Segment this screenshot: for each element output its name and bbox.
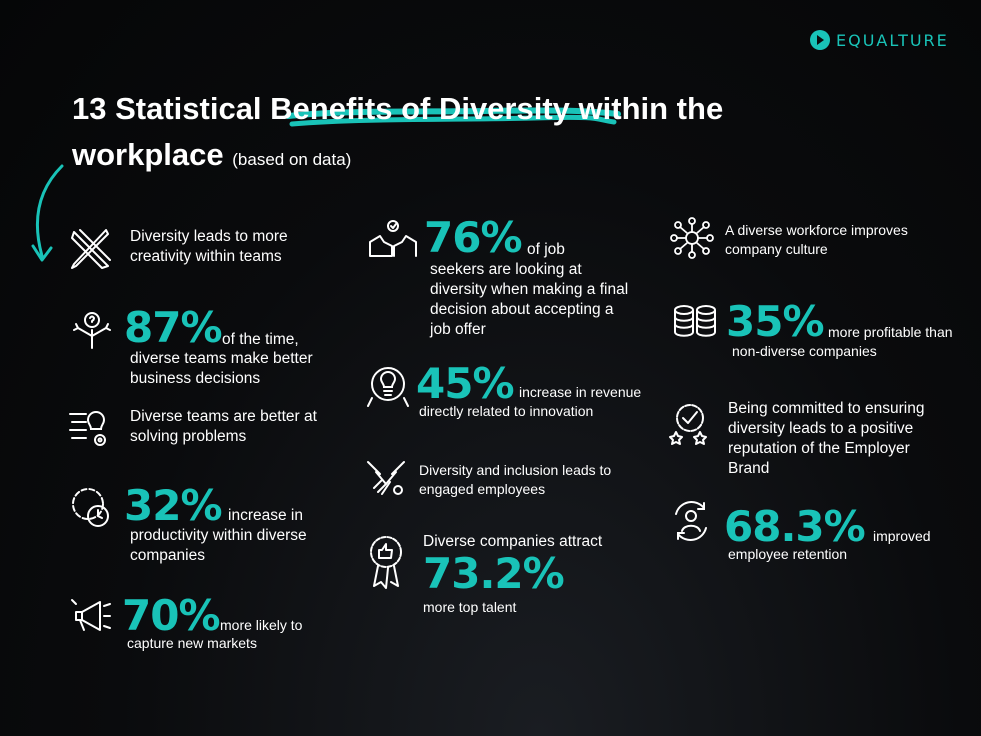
revenue-stat: 45% (416, 359, 515, 408)
title-highlight-underline (285, 107, 621, 127)
decisions-rest: diverse teams make better business decis… (130, 350, 313, 387)
handshake-icon (367, 461, 405, 495)
curved-arrow-icon (31, 164, 64, 262)
profitable-lead: more profitable than (828, 324, 953, 340)
innovation-bulb-icon (367, 367, 409, 407)
decisions-stat: 87% (124, 303, 223, 352)
creativity-text: Diversity leads to more creativity withi… (130, 228, 288, 265)
pencil-ruler-icon (71, 229, 111, 269)
decision-arrows-icon (73, 312, 111, 349)
revenue-rest: directly related to innovation (419, 403, 594, 419)
job-seekers-lead: of job (527, 241, 565, 258)
productivity-rest: productivity within diverse companies (130, 527, 307, 564)
team-network-icon (670, 217, 714, 259)
title-part-2: within the workplace (72, 91, 724, 172)
award-badge-icon (370, 536, 402, 589)
markets-rest: capture new markets (127, 635, 257, 651)
job-seekers-stat: 76% (424, 213, 523, 262)
check-stars-icon (669, 404, 707, 445)
productivity-lead: increase in (228, 507, 303, 524)
problems-text: Diverse teams are better at solving prob… (130, 408, 317, 445)
talent-lead: Diverse companies attract (423, 533, 603, 550)
retention-stat: 68.3% (724, 502, 866, 551)
title-highlight: Benefits of Diversity (270, 91, 570, 126)
clock-gear-icon (72, 488, 109, 527)
employee-cycle-icon (675, 501, 707, 541)
talent-rest: more top talent (423, 599, 517, 615)
decisions-lead: of the time, (222, 331, 299, 348)
productivity-stat: 32% (124, 481, 223, 530)
retention-rest: employee retention (728, 546, 848, 562)
coins-icon (674, 305, 716, 337)
brand-logo: EQUALTURE (810, 30, 949, 50)
reputation-text: Being committed to ensuring diversity le… (728, 400, 925, 477)
culture-text: A diverse workforce improves company cul… (725, 222, 908, 257)
thumbs-up-hands-icon (369, 220, 417, 257)
lightbulb-gear-icon (69, 410, 106, 446)
talent-stat: 73.2% (423, 549, 565, 598)
profitable-stat: 35% (726, 297, 825, 346)
markets-stat: 70% (122, 591, 221, 640)
title-part-1: 13 Statistical (72, 91, 271, 126)
engaged-text: Diversity and inclusion leads to engaged… (419, 462, 612, 497)
title-subtitle: (based on data) (232, 150, 352, 169)
brand-name: EQUALTURE (836, 30, 949, 50)
job-seekers-rest: seekers are looking at diversity when ma… (430, 261, 629, 338)
logo-mark-icon (810, 30, 830, 50)
profitable-rest: non-diverse companies (732, 343, 877, 359)
retention-lead: improved (873, 528, 931, 544)
page-title: 13 Statistical Benefits of Diversity wit… (72, 86, 792, 183)
markets-lead: more likely to (220, 617, 303, 633)
revenue-lead: increase in revenue (519, 384, 642, 400)
megaphone-icon (71, 599, 111, 631)
